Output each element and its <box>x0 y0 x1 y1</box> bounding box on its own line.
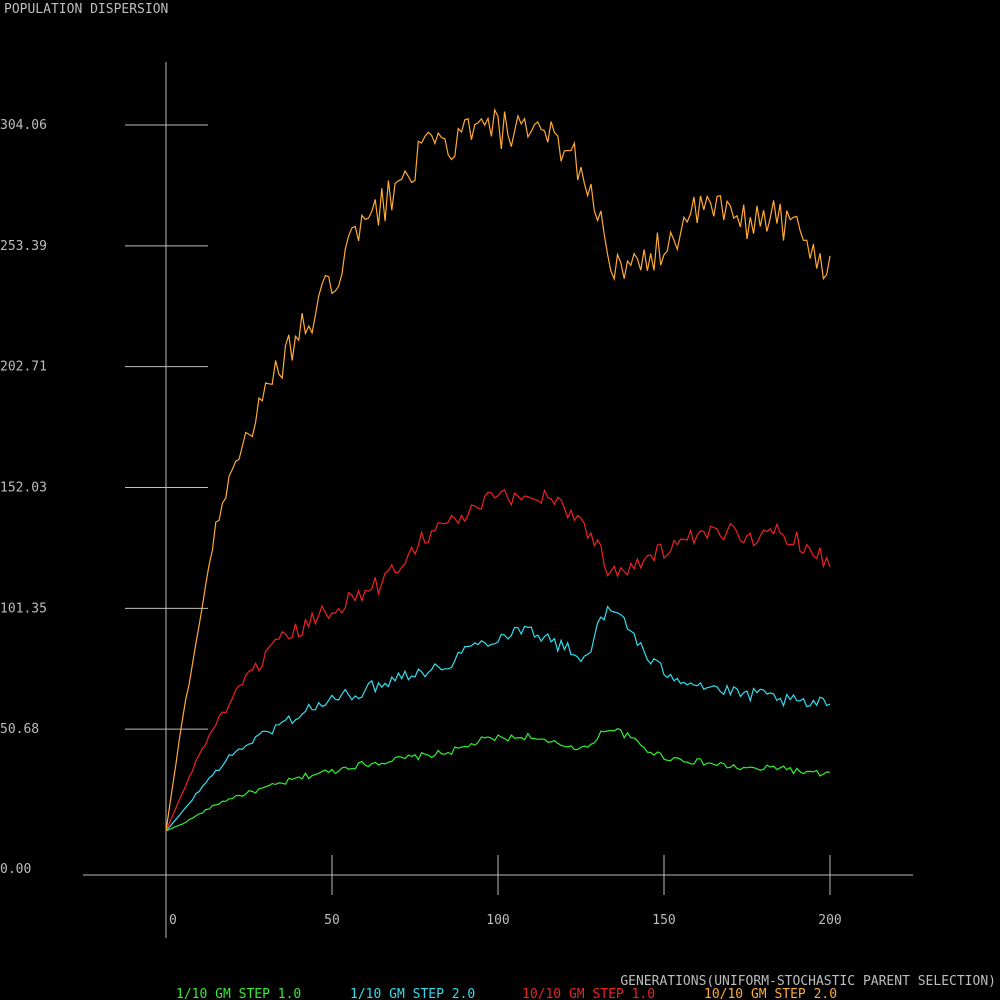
y-tick-label: 101.35 <box>0 601 47 616</box>
y-tick-label: 253.39 <box>0 239 47 254</box>
x-axis-label: GENERATIONS(UNIFORM-STOCHASTIC PARENT SE… <box>620 974 996 989</box>
x-tick-label: 200 <box>818 913 841 928</box>
x-axis-ticks: 0 50 100 150 200 <box>169 855 842 928</box>
series-line <box>165 605 831 832</box>
x-tick-label: 50 <box>324 913 340 928</box>
legend-item: 10/10 GM STEP 1.0 <box>522 987 655 1000</box>
x-tick-label: 150 <box>652 913 675 928</box>
y-axis-ticks: 0.00 50.68 101.35 152.03 202.71 253.39 304.06 <box>0 118 208 877</box>
series-line <box>165 107 831 831</box>
y-tick-label: 304.06 <box>0 118 47 133</box>
y-tick-label: 152.03 <box>0 481 47 496</box>
x-tick-label: 0 <box>169 913 177 928</box>
chart-title: POPULATION DISPERSION <box>4 2 168 17</box>
data-series <box>165 107 831 832</box>
y-tick-label: 202.71 <box>0 360 47 375</box>
legend: 1/10 GM STEP 1.0 1/10 GM STEP 2.0 10/10 GM… <box>176 987 837 1000</box>
y-tick-label: 0.00 <box>0 862 31 877</box>
series-line <box>165 488 831 832</box>
series-line <box>165 728 831 832</box>
legend-item: 1/10 GM STEP 1.0 <box>176 987 301 1000</box>
legend-item: 1/10 GM STEP 2.0 <box>350 987 475 1000</box>
y-tick-label: 50.68 <box>0 722 39 737</box>
legend-item: 10/10 GM STEP 2.0 <box>704 987 837 1000</box>
x-tick-label: 100 <box>486 913 509 928</box>
